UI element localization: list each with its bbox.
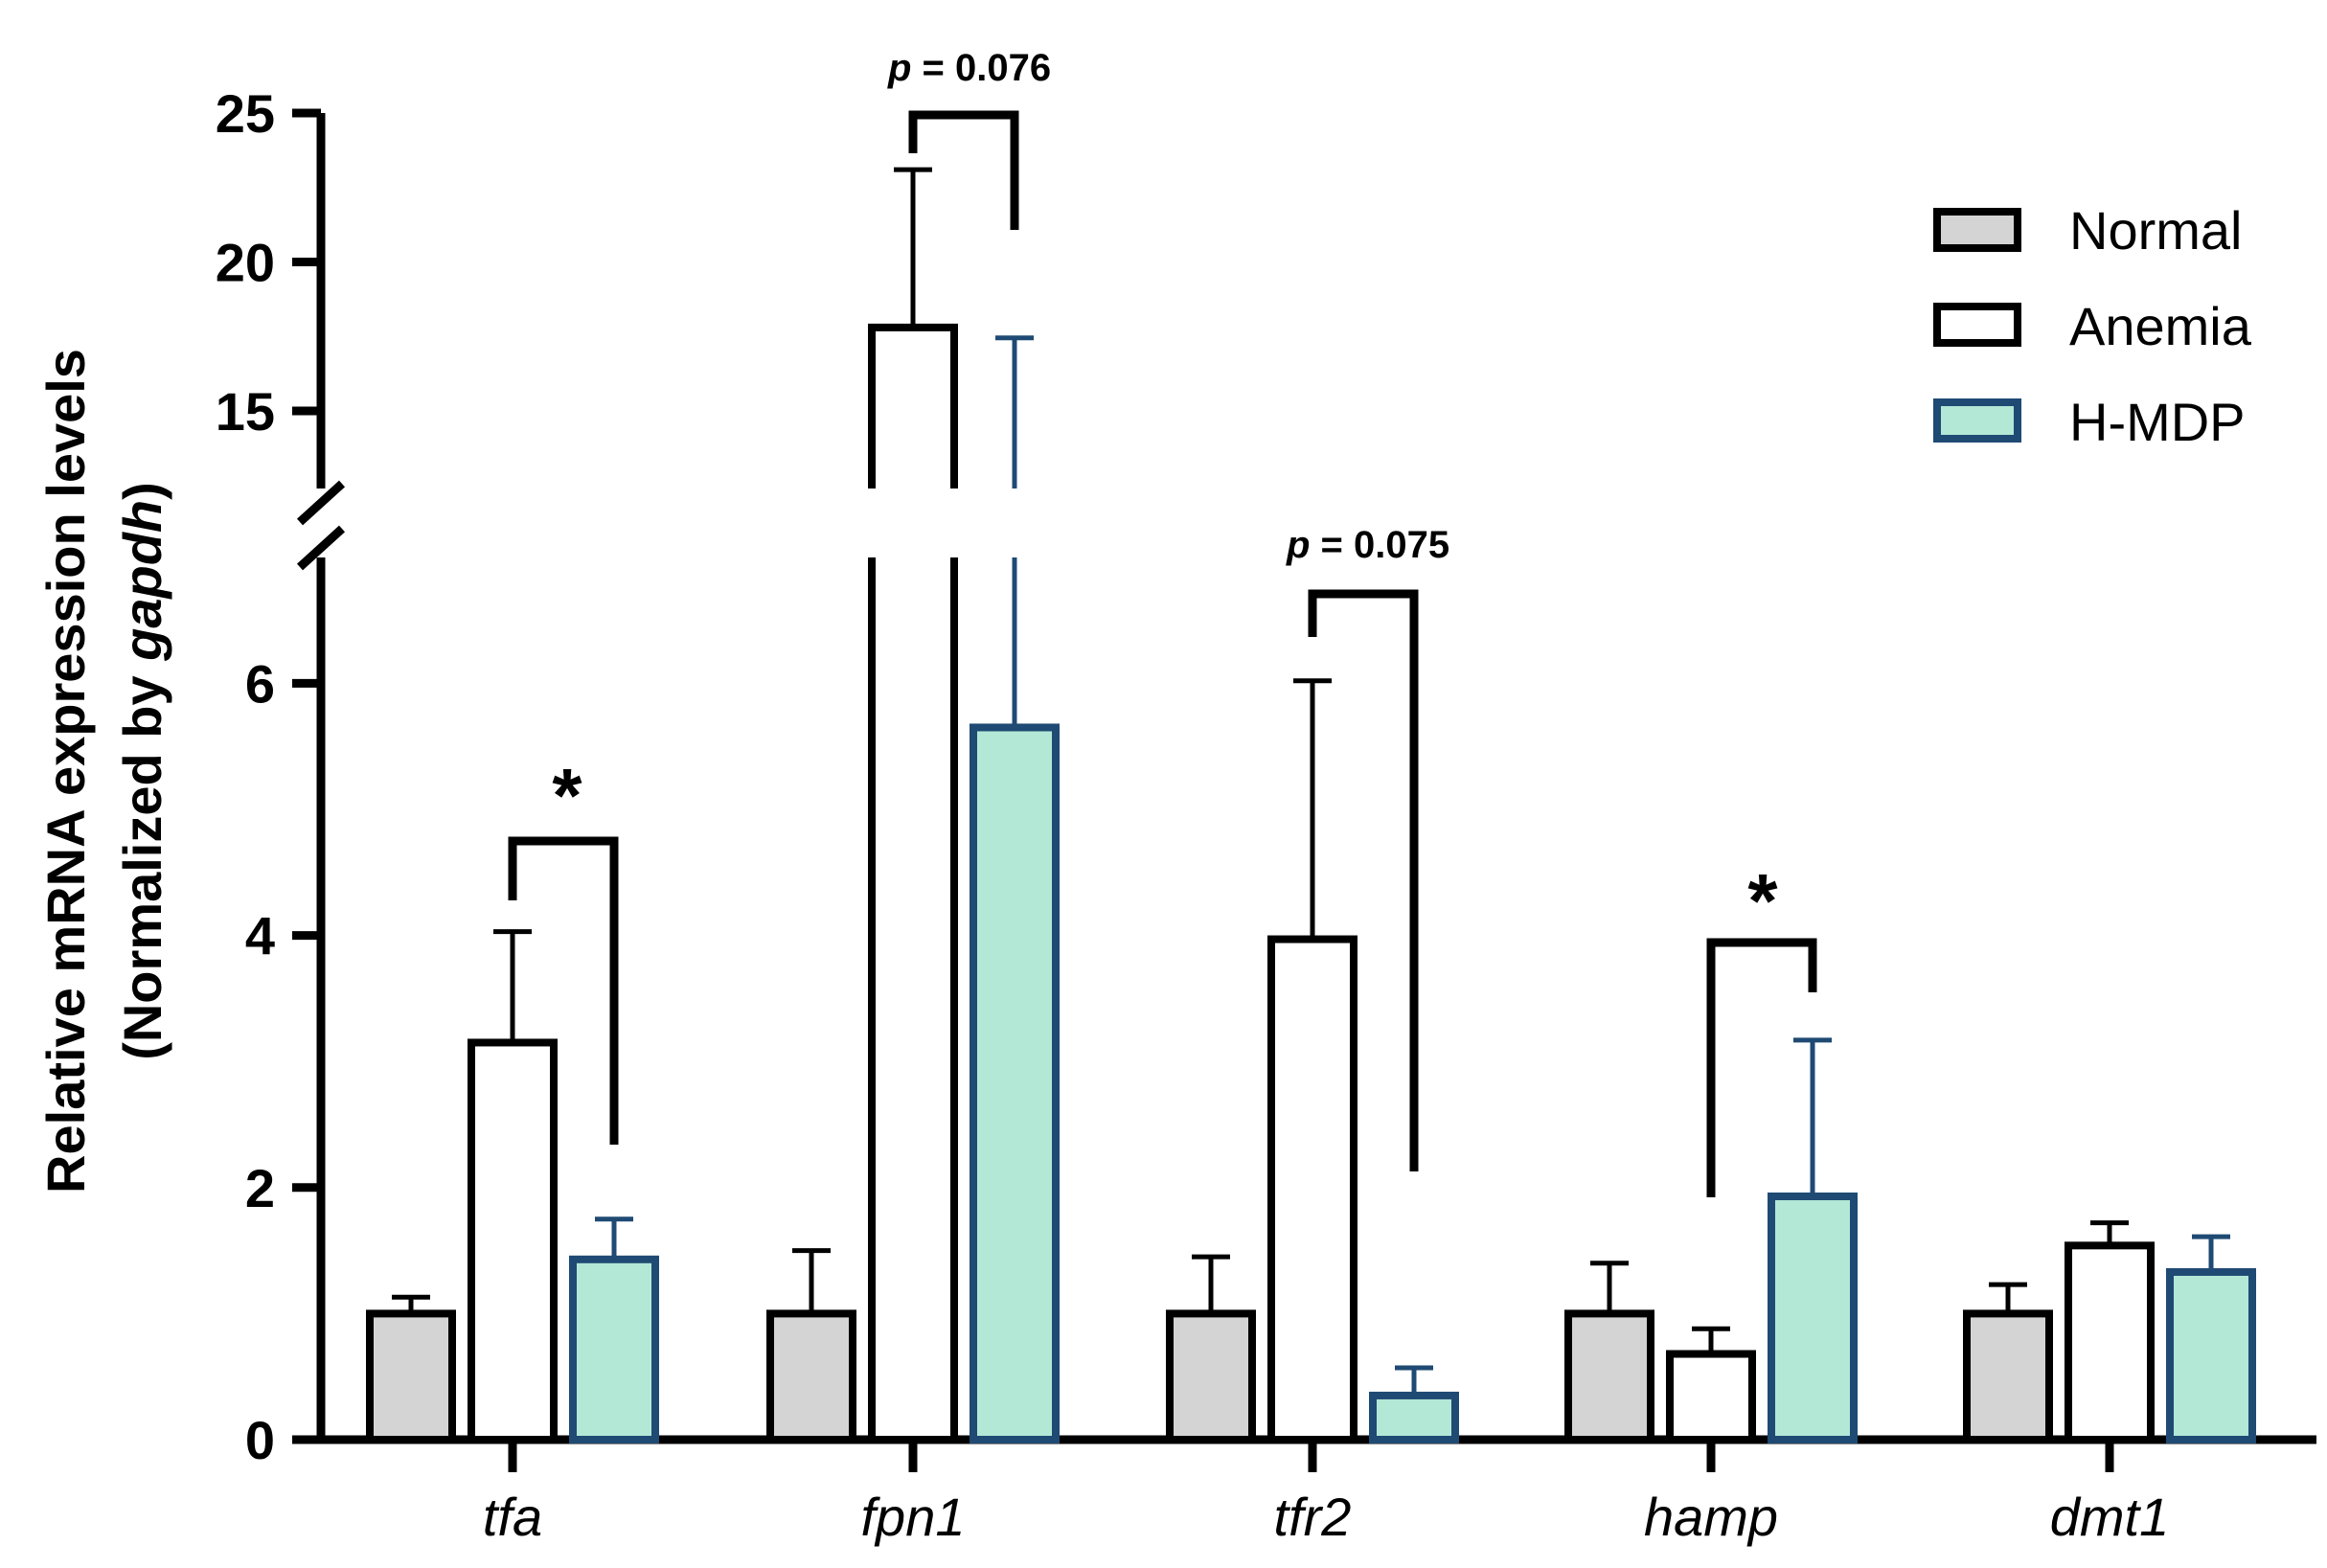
legend-label-hmdp: H-MDP bbox=[2069, 392, 2246, 452]
bar-dmt1-h-mdp bbox=[2166, 1267, 2256, 1444]
y-tick-label-lower-2: 4 bbox=[245, 906, 275, 966]
legend-label-normal: Normal bbox=[2069, 200, 2242, 261]
bar-tfr2-h-mdp bbox=[1369, 1391, 1459, 1443]
bar-tfa-anemia bbox=[468, 1038, 558, 1443]
sig-label-fpn1: p = 0.076 bbox=[887, 47, 1051, 89]
bars bbox=[366, 167, 2256, 1444]
bar-tfr2-anemia bbox=[1267, 935, 1357, 1443]
legend: Normal Anemia H-MDP bbox=[1933, 200, 2252, 452]
bar-group-hamp-normal bbox=[1564, 1261, 1654, 1444]
sig-label-tfa: * bbox=[552, 753, 582, 838]
bar-fpn1-h-mdp bbox=[970, 723, 1060, 1443]
bar-hamp-anemia bbox=[1666, 1350, 1756, 1443]
x-tick-label-tfr2: tfr2 bbox=[1274, 1487, 1352, 1547]
significance-annotations: * p = 0.076 p = 0.075 * bbox=[508, 47, 1817, 1197]
y-axis-title: Relative mRNA expression levels bbox=[35, 349, 96, 1193]
y-axis-title-line2-italic: gapdh bbox=[112, 500, 172, 662]
bar-upper-fpn1-anemia bbox=[868, 323, 958, 489]
bar-dmt1-normal bbox=[1963, 1309, 2053, 1444]
bar-hamp-h-mdp bbox=[1768, 1193, 1858, 1443]
sig-bracket-fpn1 bbox=[908, 110, 1019, 230]
bar-group-fpn1-h-mdp bbox=[970, 335, 1060, 1443]
bar-tfa-h-mdp bbox=[569, 1255, 659, 1444]
y-axis-title-line1: Relative mRNA expression levels bbox=[35, 349, 96, 1193]
bar-dmt1-anemia bbox=[2065, 1241, 2155, 1444]
y-axis-title-line2-prefix: (Normalized by bbox=[112, 661, 172, 1060]
axis-break-mark-bottom bbox=[296, 525, 346, 571]
bar-tfr2-normal bbox=[1166, 1309, 1256, 1444]
bar-group-tfr2-anemia bbox=[1267, 678, 1357, 1443]
bar-group-hamp-h-mdp bbox=[1768, 1037, 1858, 1443]
y-tick-label-lower-1: 2 bbox=[245, 1158, 275, 1218]
bar-hamp-normal bbox=[1564, 1309, 1654, 1444]
bar-group-tfa-anemia bbox=[468, 929, 558, 1443]
y-tick-label-upper-2: 25 bbox=[216, 83, 275, 144]
sig-label-hamp: * bbox=[1747, 858, 1778, 943]
bar-group-tfa-normal bbox=[366, 1294, 456, 1444]
legend-label-anemia: Anemia bbox=[2069, 296, 2252, 356]
sig-label-tfr2-p: p bbox=[1286, 524, 1310, 566]
sig-bracket-tfa bbox=[508, 836, 619, 1145]
x-tick-label-hamp: hamp bbox=[1644, 1487, 1778, 1547]
legend-swatch-anemia bbox=[1933, 303, 2021, 347]
sig-label-fpn1-p: p bbox=[887, 47, 911, 89]
sig-label-tfr2: p = 0.075 bbox=[1286, 524, 1449, 566]
legend-swatch-normal bbox=[1933, 208, 2021, 252]
bar-group-tfr2-normal bbox=[1166, 1254, 1256, 1444]
bar-group-fpn1-normal bbox=[766, 1248, 856, 1444]
y-tick-label-lower-3: 6 bbox=[245, 653, 275, 714]
bar-group-fpn1-anemia bbox=[868, 167, 958, 1443]
bar-lower-fpn1-anemia bbox=[868, 557, 958, 1443]
x-tick-label-dmt1: dmt1 bbox=[2050, 1487, 2170, 1547]
bar-fpn1-normal bbox=[766, 1309, 856, 1444]
sig-bracket-tfr2 bbox=[1308, 589, 1419, 1171]
legend-swatch-hmdp bbox=[1933, 398, 2021, 443]
sig-label-tfr2-value: = 0.075 bbox=[1310, 524, 1449, 566]
y-axis-title-line2-suffix: ) bbox=[112, 482, 172, 500]
x-tick-label-tfa: tfa bbox=[483, 1487, 542, 1547]
sig-bracket-hamp bbox=[1706, 938, 1817, 1197]
x-tick-label-fpn1: fpn1 bbox=[861, 1487, 966, 1547]
bar-group-dmt1-h-mdp bbox=[2166, 1234, 2256, 1444]
y-tick-label-upper-1: 20 bbox=[216, 233, 275, 293]
bar-group-tfa-h-mdp bbox=[569, 1216, 659, 1444]
bar-group-dmt1-normal bbox=[1963, 1282, 2053, 1444]
bar-group-hamp-anemia bbox=[1666, 1326, 1756, 1443]
y-tick-label-upper-0: 15 bbox=[216, 381, 275, 442]
axis-break-mark-top bbox=[296, 480, 346, 526]
bar-group-dmt1-anemia bbox=[2065, 1220, 2155, 1444]
sig-label-fpn1-value: = 0.076 bbox=[911, 47, 1051, 89]
bar-tfa-normal bbox=[366, 1309, 456, 1444]
bar-group-tfr2-h-mdp bbox=[1369, 1365, 1459, 1443]
y-axis-title-2: (Normalized by gapdh) bbox=[112, 482, 172, 1060]
y-tick-label-lower-0: 0 bbox=[245, 1410, 275, 1470]
